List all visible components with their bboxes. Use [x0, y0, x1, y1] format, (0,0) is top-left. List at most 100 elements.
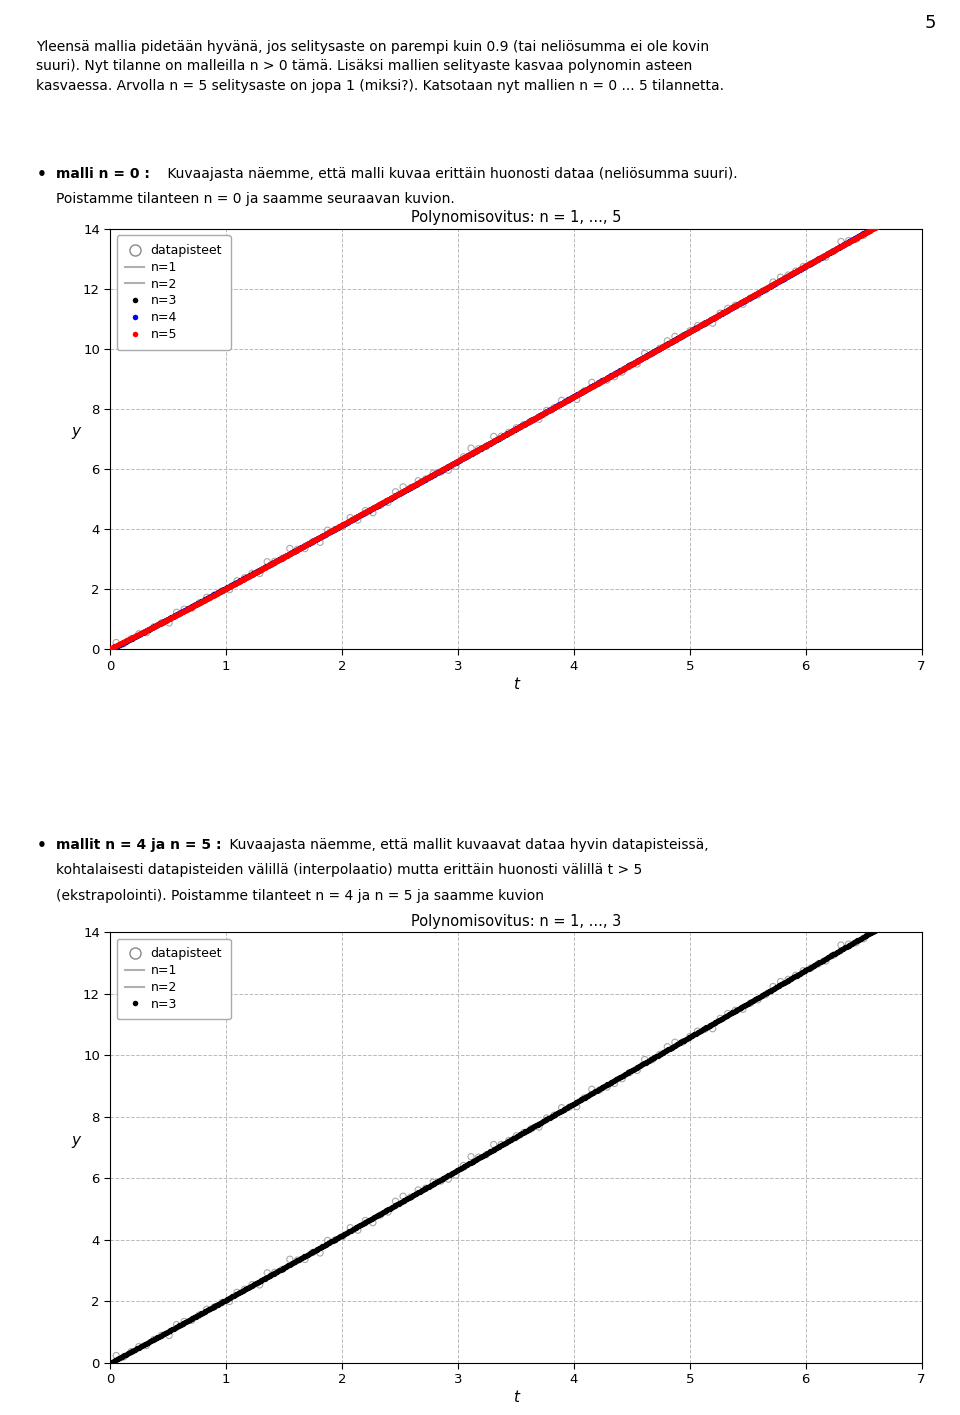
- Point: [290, 1249, 305, 1272]
- Point: [320, 519, 335, 542]
- Point: [712, 1007, 728, 1030]
- Point: [810, 249, 826, 272]
- Point: [343, 507, 358, 529]
- Point: [743, 992, 758, 1015]
- Point: [667, 325, 683, 348]
- Point: [298, 538, 313, 560]
- Point: [675, 325, 690, 348]
- Point: [275, 1258, 290, 1281]
- Point: [743, 287, 758, 310]
- Point: [554, 1097, 569, 1119]
- Point: [493, 1133, 509, 1156]
- Point: [177, 1310, 192, 1333]
- Point: [614, 1067, 630, 1090]
- Point: [501, 1129, 516, 1152]
- Title: Polynomisovitus: n = 1, ..., 5: Polynomisovitus: n = 1, ..., 5: [411, 211, 621, 225]
- Text: kohtalaisesti datapisteiden välillä (interpolaatio) mutta erittäin huonosti väli: kohtalaisesti datapisteiden välillä (int…: [56, 863, 642, 877]
- Point: [403, 1186, 419, 1208]
- Point: [577, 1087, 592, 1109]
- Point: [622, 355, 637, 378]
- Point: [524, 409, 540, 432]
- Point: [169, 1313, 184, 1336]
- Point: [252, 562, 267, 584]
- Point: [320, 1230, 335, 1252]
- Text: (ekstrapolointi). Poistamme tilanteet n = 4 ja n = 5 ja saamme kuvion: (ekstrapolointi). Poistamme tilanteet n …: [56, 889, 543, 903]
- Point: [305, 531, 321, 553]
- Point: [562, 1095, 577, 1118]
- Point: [305, 1241, 321, 1264]
- Point: [524, 1118, 540, 1140]
- Point: [138, 1334, 154, 1357]
- Point: [290, 538, 305, 560]
- Point: [591, 1078, 607, 1101]
- Point: [124, 627, 139, 649]
- Point: [607, 365, 622, 388]
- Point: [184, 1309, 200, 1332]
- Title: Polynomisovitus: n = 1, ..., 3: Polynomisovitus: n = 1, ..., 3: [411, 914, 621, 928]
- Point: [796, 959, 811, 982]
- Point: [403, 477, 419, 499]
- Point: [818, 949, 833, 972]
- Point: [214, 580, 229, 603]
- Point: [546, 396, 562, 419]
- Point: [335, 1225, 350, 1248]
- Point: [358, 499, 373, 522]
- Point: [456, 1155, 471, 1177]
- Point: [652, 1043, 667, 1065]
- Point: [591, 372, 607, 395]
- Point: [154, 611, 169, 634]
- Point: [380, 491, 396, 514]
- Point: [796, 255, 811, 277]
- Point: [780, 968, 796, 990]
- Point: [554, 389, 569, 412]
- Point: [539, 399, 554, 422]
- Point: [237, 566, 252, 589]
- Point: [569, 388, 585, 410]
- Point: [501, 422, 516, 444]
- Text: Yleensä mallia pidetään hyvänä, jos selitysaste on parempi kuin 0.9 (tai neliösu: Yleensä mallia pidetään hyvänä, jos seli…: [36, 40, 725, 92]
- Point: [358, 1210, 373, 1232]
- Point: [478, 1143, 493, 1166]
- Point: [418, 468, 433, 491]
- Point: [229, 569, 245, 591]
- Point: [531, 1115, 546, 1138]
- Point: [365, 501, 380, 524]
- Point: [630, 352, 645, 375]
- Point: [712, 301, 728, 324]
- Point: [539, 1107, 554, 1129]
- Point: [192, 1303, 207, 1326]
- Point: [705, 1017, 720, 1040]
- Point: [751, 283, 766, 306]
- Point: [396, 1184, 411, 1207]
- Point: [267, 550, 282, 573]
- Point: [372, 1204, 388, 1227]
- Point: [683, 320, 698, 342]
- Point: [169, 601, 184, 624]
- Text: •: •: [36, 838, 46, 853]
- Point: [259, 1262, 275, 1285]
- Point: [849, 228, 864, 250]
- Point: [516, 1121, 532, 1143]
- Point: [161, 611, 177, 634]
- Point: [788, 260, 804, 283]
- Point: [327, 518, 343, 541]
- Point: [720, 1002, 735, 1024]
- Point: [757, 983, 773, 1006]
- Point: [396, 475, 411, 498]
- Point: [350, 509, 366, 532]
- Point: [154, 1324, 169, 1347]
- Point: [818, 246, 833, 269]
- Point: [245, 562, 260, 584]
- Y-axis label: y: y: [72, 1132, 81, 1148]
- Point: [124, 1340, 139, 1363]
- Point: [810, 952, 826, 975]
- Point: [644, 1049, 660, 1071]
- Point: [146, 1329, 161, 1351]
- Point: [237, 1278, 252, 1300]
- Legend: datapisteet, n=1, n=2, n=3: datapisteet, n=1, n=2, n=3: [117, 938, 230, 1019]
- Point: [418, 1177, 433, 1200]
- Point: [116, 633, 132, 655]
- Point: [585, 371, 600, 393]
- Point: [644, 342, 660, 365]
- Text: malli n = 0 :: malli n = 0 :: [56, 167, 150, 181]
